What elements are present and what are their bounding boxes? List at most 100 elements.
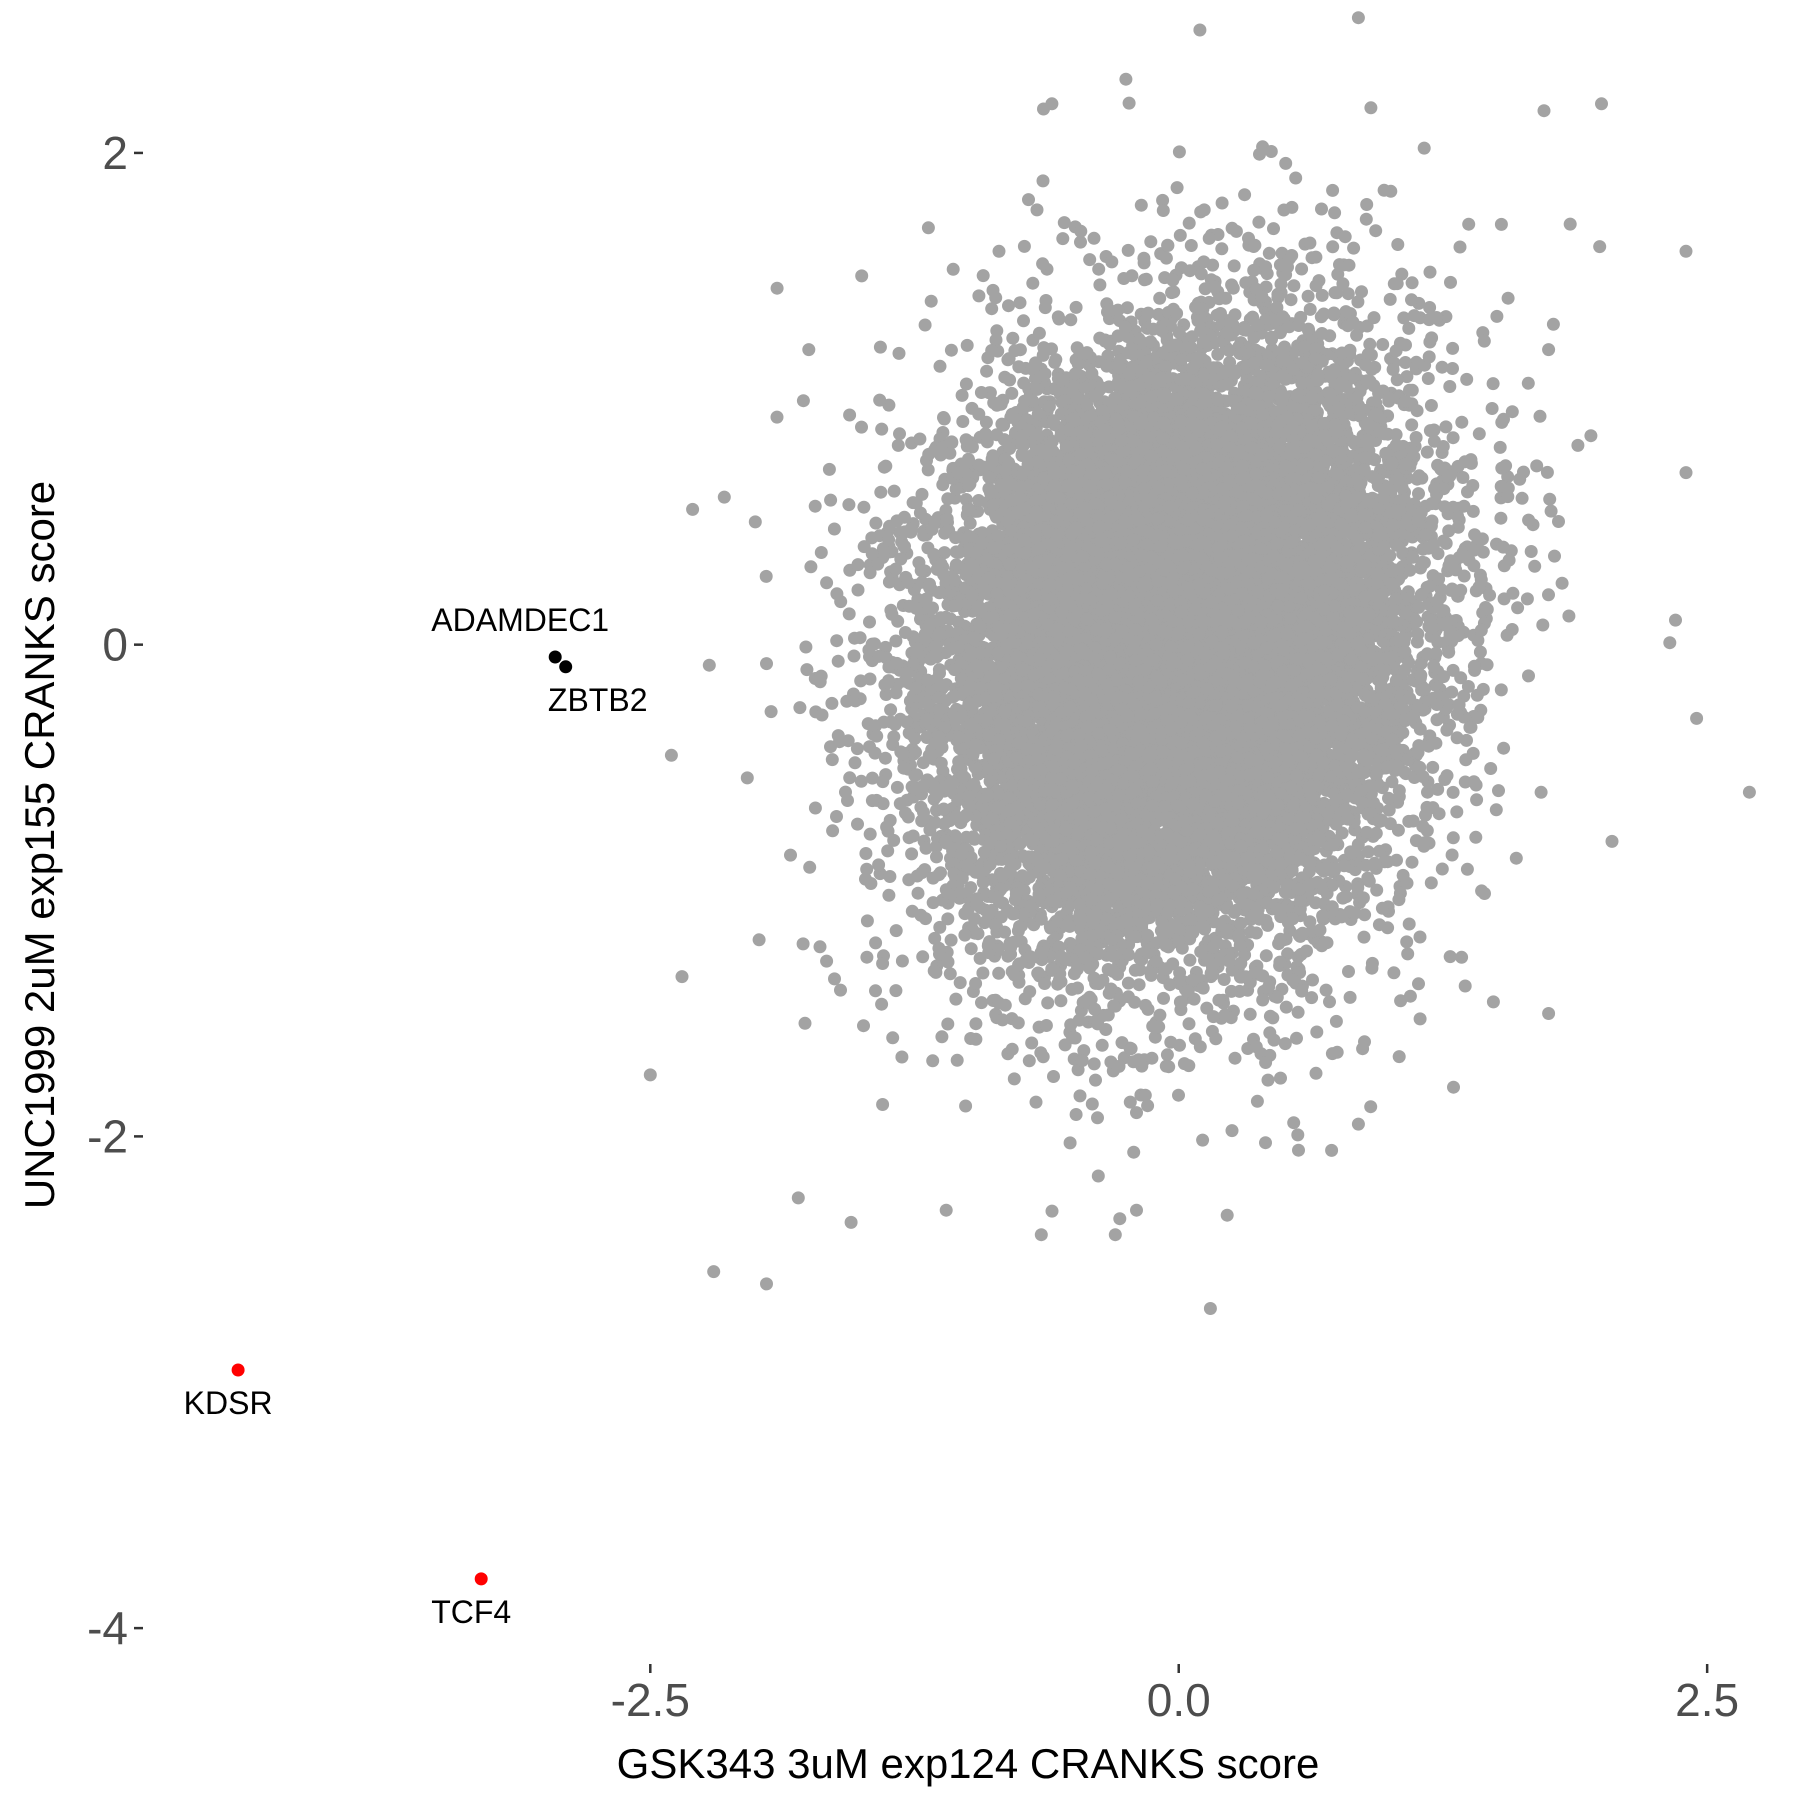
data-point	[1443, 950, 1457, 964]
data-point	[1413, 1012, 1427, 1026]
data-point	[1364, 1100, 1378, 1114]
data-point	[860, 950, 874, 964]
data-point	[827, 522, 841, 536]
data-point	[1113, 1212, 1127, 1226]
data-point	[979, 415, 993, 429]
data-point	[702, 658, 716, 672]
data-point	[944, 933, 958, 947]
data-point	[1385, 775, 1399, 789]
data-point	[1397, 311, 1411, 325]
data-point	[911, 886, 925, 900]
data-point	[889, 984, 903, 998]
data-point	[830, 810, 843, 823]
data-point	[1520, 592, 1534, 606]
data-point	[1369, 224, 1383, 238]
data-point	[1326, 183, 1340, 197]
data-point	[1007, 1072, 1021, 1086]
data-point	[814, 669, 828, 683]
data-point	[1341, 287, 1355, 301]
data-point	[854, 774, 868, 788]
data-point	[828, 972, 841, 986]
data-point	[869, 984, 882, 998]
data-point	[1022, 1054, 1036, 1068]
data-point	[1215, 196, 1229, 210]
data-point	[1287, 279, 1301, 293]
data-point	[799, 640, 813, 654]
data-point	[1095, 1038, 1109, 1052]
background-points	[643, 11, 1756, 1315]
data-point	[1511, 601, 1525, 615]
data-point	[1160, 1048, 1174, 1062]
data-point	[1034, 1046, 1048, 1060]
data-point	[902, 831, 916, 845]
data-point	[1363, 337, 1377, 351]
data-point	[878, 751, 892, 765]
data-point	[1423, 301, 1437, 314]
data-point	[822, 462, 836, 476]
data-point	[1250, 1094, 1264, 1108]
data-point	[1281, 947, 1295, 961]
data-point	[1262, 246, 1276, 260]
data-point	[820, 954, 834, 968]
data-point	[1196, 1133, 1210, 1147]
data-point	[1364, 101, 1378, 115]
data-point	[887, 833, 901, 847]
data-point	[886, 1031, 900, 1045]
data-point	[1331, 267, 1345, 281]
data-point	[1552, 515, 1565, 528]
data-point	[1291, 1128, 1305, 1142]
data-point	[1497, 741, 1511, 755]
data-point	[1515, 491, 1529, 505]
data-point	[1521, 376, 1535, 390]
data-point	[1041, 996, 1055, 1010]
data-point	[1342, 965, 1355, 978]
data-point	[1064, 313, 1078, 327]
data-point	[784, 848, 797, 862]
data-point	[1505, 405, 1519, 419]
data-point	[1279, 1000, 1293, 1014]
data-point	[1405, 418, 1419, 432]
data-point	[796, 394, 810, 408]
data-point	[1544, 504, 1558, 518]
data-point	[1323, 995, 1336, 1009]
data-point	[1215, 242, 1229, 256]
data-point	[964, 942, 978, 956]
data-point	[1305, 991, 1319, 1005]
data-point	[969, 1017, 983, 1031]
data-point	[798, 1016, 812, 1030]
data-point	[1025, 1036, 1039, 1050]
data-point	[1101, 349, 1115, 363]
data-point	[752, 933, 766, 947]
data-point	[895, 1050, 909, 1064]
data-point	[1144, 235, 1158, 249]
data-point	[851, 583, 865, 597]
data-point	[1494, 683, 1508, 697]
data-point	[831, 654, 845, 668]
data-point	[851, 817, 864, 831]
data-point	[1274, 1071, 1287, 1085]
data-point	[889, 924, 903, 938]
data-point	[1524, 545, 1538, 558]
data-point	[850, 742, 864, 756]
data-point	[800, 663, 814, 677]
data-point	[1403, 989, 1417, 1003]
data-point	[1402, 321, 1416, 335]
data-point	[944, 343, 958, 357]
data-point	[938, 546, 951, 560]
data-point	[1421, 372, 1435, 385]
data-point	[1197, 255, 1211, 269]
data-point	[959, 377, 973, 391]
data-point	[1328, 206, 1342, 220]
data-point	[1347, 241, 1361, 255]
data-point	[935, 1030, 949, 1044]
data-point	[1153, 291, 1167, 305]
data-point	[1252, 215, 1266, 229]
data-point	[879, 688, 893, 701]
data-point	[1182, 216, 1196, 230]
data-point	[960, 338, 974, 352]
data-point	[933, 920, 947, 934]
data-point	[1278, 1037, 1292, 1051]
data-point	[1105, 255, 1119, 269]
